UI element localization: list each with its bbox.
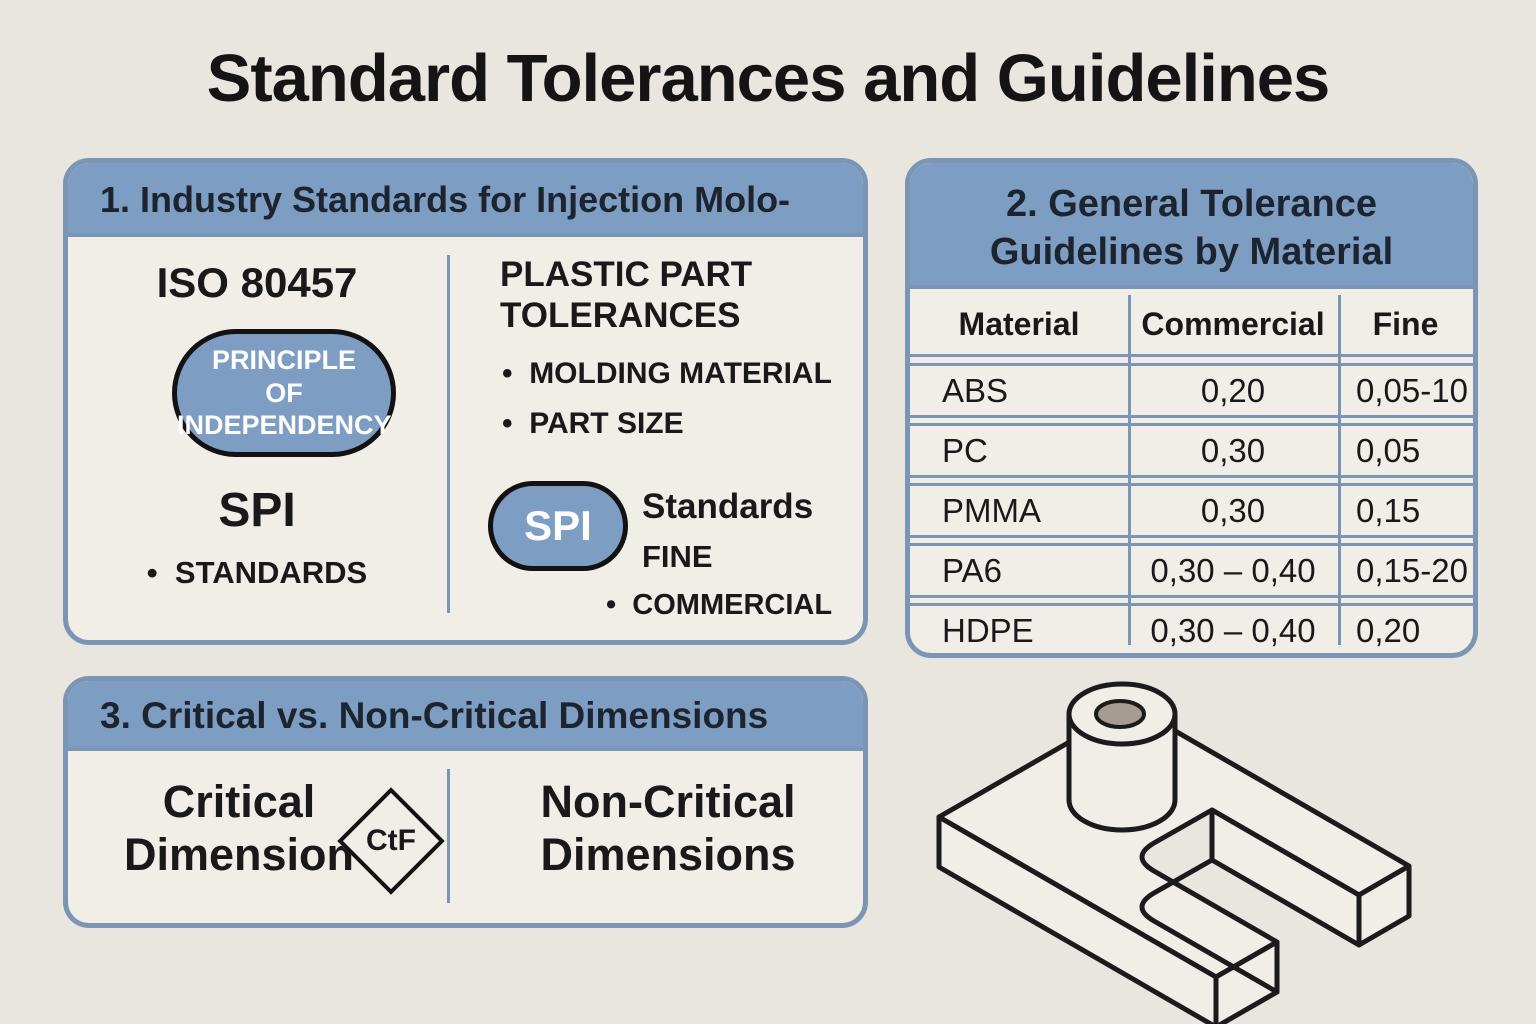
fine-cell: 0,15-20 <box>1356 551 1468 589</box>
badge-line: PRINCIPLE <box>211 344 357 375</box>
label-line: Critical <box>162 776 316 827</box>
principle-of-independency-badge: PRINCIPLE OF INDEPENDENCY <box>172 329 396 457</box>
table-row: ABS 0,20 0,05-10 <box>910 363 1473 418</box>
heading-line: TOLERANCES <box>500 295 741 335</box>
panel-industry-standards: 1. Industry Standards for Injection Molo… <box>63 158 868 645</box>
plate-side-face <box>936 814 1219 1024</box>
column-header: Material <box>958 306 1080 342</box>
material-cell: ABS <box>942 371 1009 409</box>
spi-standards-caption: Standards <box>642 487 814 526</box>
label-line: Dimension <box>123 829 355 881</box>
panel3-column-divider <box>447 769 450 903</box>
material-cell: HDPE <box>942 611 1034 649</box>
molding-material-bullet: MOLDING MATERIAL <box>502 357 832 391</box>
standards-bullet: STANDARDS <box>68 555 446 591</box>
panel2-body: Material Commercial Fine ABS 0,20 0,05-1… <box>910 289 1473 653</box>
commercial-cell: 0,30 – 0,40 <box>1150 611 1316 649</box>
boss-hole <box>1094 699 1146 729</box>
column-header: Commercial <box>1141 306 1325 342</box>
non-critical-dimensions-label: Non-Critical Dimensions <box>470 775 863 881</box>
ctf-label: CtF <box>366 823 416 857</box>
part-size-bullet: PART SIZE <box>502 407 683 441</box>
fine-cell: 0,15 <box>1356 491 1421 529</box>
panel1-header: 1. Industry Standards for Injection Molo… <box>68 163 863 237</box>
table-row: PA6 0,30 – 0,40 0,15-20 <box>910 543 1473 598</box>
header-line: 2. General Tolerance <box>1005 183 1378 225</box>
right-arm-end-face <box>1356 863 1412 948</box>
spi-badge: SPI <box>488 481 628 571</box>
header-line: Guidelines by Material <box>989 230 1394 273</box>
panel2-header: 2. General Tolerance Guidelines by Mater… <box>910 163 1473 289</box>
table-row: PMMA 0,30 0,15 <box>910 483 1473 538</box>
panel1-body: ISO 80457 PRINCIPLE OF INDEPENDENCY SPI … <box>68 237 863 640</box>
fine-label: FINE <box>642 539 713 574</box>
plastic-part-tolerances-heading: PLASTIC PART TOLERANCES <box>500 255 752 336</box>
heading-line: PLASTIC PART <box>500 255 753 294</box>
critical-dimension-label: Critical Dimension <box>74 775 404 881</box>
label-line: Dimensions <box>540 829 796 881</box>
tolerance-table: Material Commercial Fine ABS 0,20 0,05-1… <box>910 295 1473 653</box>
commercial-bullet: COMMERCIAL <box>606 589 832 622</box>
badge-line: INDEPENDENCY <box>177 410 392 441</box>
panel-tolerance-guidelines: 2. General Tolerance Guidelines by Mater… <box>905 158 1478 658</box>
table-row: PC 0,30 0,05 <box>910 423 1473 478</box>
page-title: Standard Tolerances and Guidelines <box>206 41 1331 116</box>
commercial-cell: 0,20 <box>1200 371 1266 409</box>
panel3-header: 3. Critical vs. Non-Critical Dimensions <box>68 681 863 751</box>
boss-cylinder-body <box>1066 711 1178 833</box>
table-column-divider <box>1338 295 1341 645</box>
material-cell: PC <box>942 431 988 469</box>
commercial-cell: 0,30 – 0,40 <box>1150 551 1316 589</box>
label-line: Non-Critical <box>540 776 796 827</box>
fine-cell: 0,20 <box>1356 611 1421 649</box>
fine-cell: 0,05 <box>1356 431 1421 469</box>
injection-molded-part-drawing <box>936 681 1412 1024</box>
panel3-body: Critical Dimension CtF Non-Critical Dime… <box>68 751 863 920</box>
slot-wall-bottom-edge <box>1139 857 1280 995</box>
spi-heading: SPI <box>218 484 296 537</box>
panel1-column-divider <box>447 255 450 613</box>
panel-critical-dimensions: 3. Critical vs. Non-Critical Dimensions … <box>63 676 868 928</box>
table-header-row: Material Commercial Fine <box>910 295 1473 357</box>
fine-cell: 0,05-10 <box>1356 371 1468 409</box>
table-row: HDPE 0,30 – 0,40 0,20 <box>910 603 1473 653</box>
table-column-divider <box>1128 295 1131 645</box>
material-cell: PA6 <box>942 551 1002 589</box>
material-cell: PMMA <box>942 491 1041 529</box>
badge-line: OF <box>265 377 303 408</box>
commercial-cell: 0,30 <box>1200 431 1266 469</box>
iso-standard-heading: ISO 80457 <box>156 259 358 306</box>
column-header: Fine <box>1372 306 1439 342</box>
commercial-cell: 0,30 <box>1200 491 1266 529</box>
